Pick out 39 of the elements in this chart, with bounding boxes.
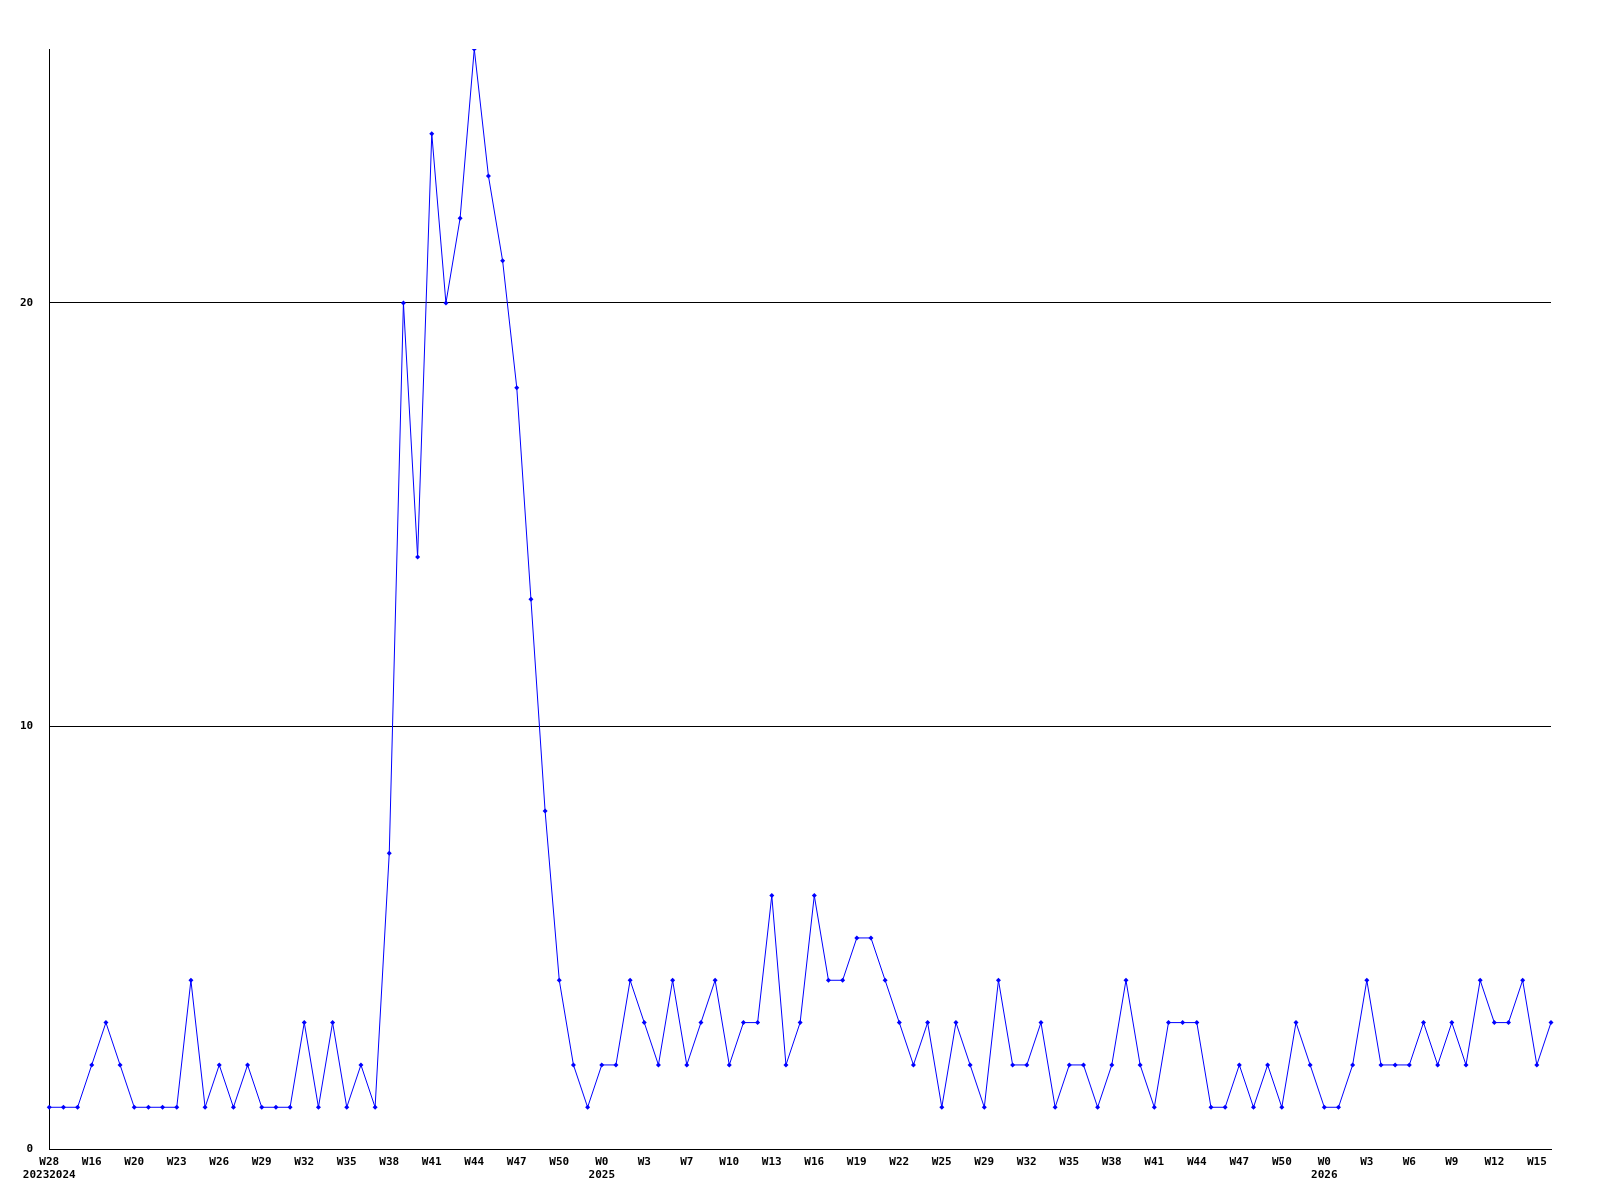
x-tick-label: W50 <box>1271 1155 1292 1169</box>
x-tick-label: W0 2025 <box>588 1155 616 1182</box>
x-tick-label: W29 <box>974 1155 995 1169</box>
x-tick-label: W7 <box>680 1155 694 1169</box>
x-tick-label: W32 <box>294 1155 315 1169</box>
y-tick-label: 10 <box>20 719 34 733</box>
x-tick-label: W50 <box>549 1155 570 1169</box>
x-tick-label: W13 <box>761 1155 782 1169</box>
x-tick-label: W6 <box>1402 1155 1417 1169</box>
x-tick-label: W35 <box>1059 1155 1080 1169</box>
x-tick-label: W19 <box>846 1155 867 1169</box>
x-tick-label: W3 <box>1360 1155 1374 1169</box>
x-tick-label: W47 <box>1229 1155 1250 1169</box>
x-tick-label: W23 <box>166 1155 187 1169</box>
x-tick-label: W28 20232024 <box>22 1155 77 1182</box>
x-tick-label: W0 2026 <box>1311 1155 1338 1182</box>
x-tick-label: W44 <box>1186 1155 1208 1169</box>
x-tick-label: W16 <box>804 1155 825 1169</box>
x-tick-label: W41 <box>1144 1155 1165 1169</box>
x-tick-label: W44 <box>464 1155 485 1169</box>
x-tick-label: W47 <box>506 1155 527 1169</box>
x-tick-label: W10 <box>719 1155 740 1169</box>
x-tick-label: W9 <box>1445 1155 1459 1169</box>
x-tick-label: W15 <box>1526 1155 1547 1169</box>
x-tick-label: W35 <box>336 1155 357 1169</box>
x-tick-label: W22 <box>889 1155 910 1169</box>
x-tick-label: W25 <box>931 1155 952 1169</box>
x-tick-label: W12 <box>1484 1155 1505 1169</box>
x-tick-label: W16 <box>81 1155 103 1169</box>
x-tick-label: W20 <box>124 1155 145 1169</box>
y-tick-label: 0 <box>26 1142 34 1156</box>
x-tick-label: W32 <box>1016 1155 1037 1169</box>
x-tick-label: W38 <box>1101 1155 1122 1169</box>
x-tick-label: W41 <box>421 1155 443 1169</box>
x-tick-label: W38 <box>379 1155 400 1169</box>
x-tick-label: W3 <box>637 1155 651 1169</box>
x-tick-label: W29 <box>251 1155 272 1169</box>
x-tick-label: W26 <box>209 1155 230 1169</box>
y-tick-label: 20 <box>20 295 34 309</box>
